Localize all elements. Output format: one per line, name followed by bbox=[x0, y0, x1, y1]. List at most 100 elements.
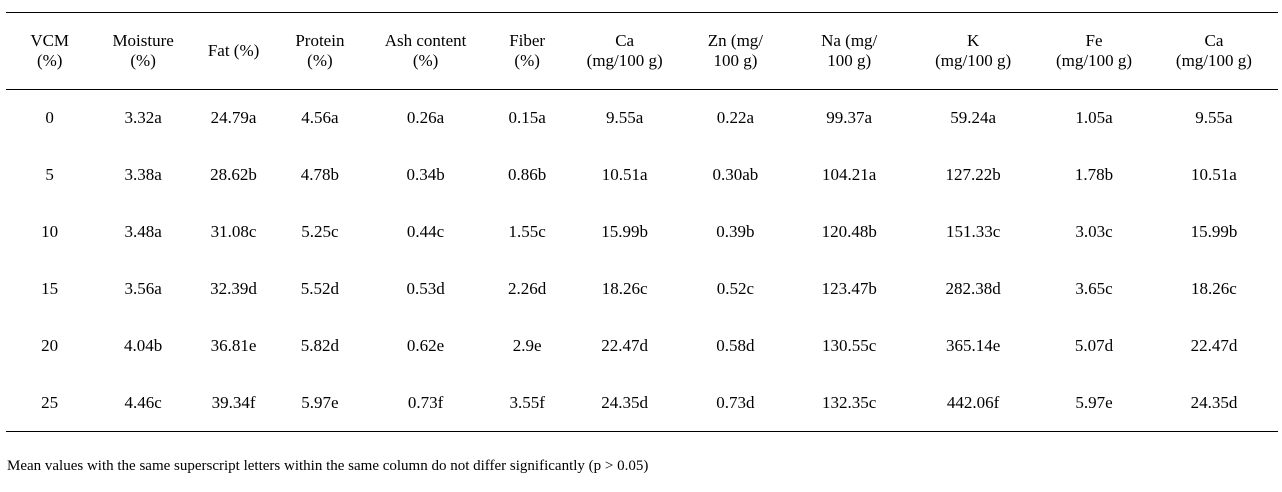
table-cell: 5.82d bbox=[300, 336, 340, 355]
table-cell: 4.46c bbox=[124, 392, 162, 412]
column-header-line: Fiber bbox=[509, 31, 546, 50]
table-cell: 0.30ab bbox=[712, 165, 759, 184]
column-header: Protein (%) bbox=[274, 13, 365, 90]
column-header-line: K bbox=[966, 31, 980, 50]
table-cell: 1.78b bbox=[1074, 165, 1114, 184]
column-header-line: (%) bbox=[307, 51, 333, 70]
table-cell: 1.55c bbox=[508, 222, 546, 241]
table-cell: 5.97e bbox=[1075, 392, 1113, 412]
table-cell: 32.39d bbox=[210, 279, 257, 298]
table-cell: 22.47d bbox=[601, 336, 649, 355]
table-cell: 365.14e bbox=[945, 336, 1001, 355]
table-cell: 0.15a bbox=[508, 108, 546, 128]
column-header: Fe (mg/100 g) bbox=[1038, 13, 1150, 90]
table-cell: 10.51a bbox=[601, 165, 648, 184]
table-cell: 0 bbox=[45, 108, 54, 128]
table-cell: 20 bbox=[41, 336, 59, 355]
table-cell: 24.35d bbox=[601, 392, 649, 412]
table-cell: 39.34f bbox=[211, 392, 256, 412]
table-cell: 4.78b bbox=[300, 165, 340, 184]
table-cell: 22.47d bbox=[1190, 336, 1238, 355]
table-cell: 123.47b bbox=[821, 279, 877, 298]
table-cell: 4.56a bbox=[301, 108, 339, 128]
table-cell: 9.55a bbox=[1195, 108, 1233, 128]
table-cell: 59.24a bbox=[950, 108, 997, 128]
column-header-line: Ca bbox=[615, 31, 635, 50]
table-cell: 104.21a bbox=[822, 165, 877, 184]
table-cell: 282.38d bbox=[945, 279, 1001, 298]
column-header-line: (mg/100 g) bbox=[935, 51, 1012, 70]
table-cell: 0.26a bbox=[406, 108, 445, 128]
column-header-line: Na (mg/ bbox=[821, 31, 878, 50]
table-cell: 5.52d bbox=[300, 279, 340, 298]
table-cell: 3.56a bbox=[124, 279, 162, 298]
table-cell: 442.06f bbox=[946, 392, 1000, 412]
column-header-line: (%) bbox=[36, 51, 63, 70]
table-cell: 25 bbox=[41, 392, 59, 412]
table-cell: 31.08c bbox=[210, 222, 257, 241]
table-cell: 28.62b bbox=[210, 165, 257, 184]
table-cell: 127.22b bbox=[945, 165, 1001, 184]
table-cell: 0.44c bbox=[406, 222, 445, 241]
column-header-line: (mg/100 g) bbox=[1056, 51, 1133, 70]
table-cell: 0.73d bbox=[716, 392, 755, 412]
table-cell: 18.26c bbox=[1191, 279, 1237, 298]
table-cell: 5.25c bbox=[301, 222, 339, 241]
column-header: Ca (mg/100 g) bbox=[1150, 13, 1278, 90]
table-row: 20 4.04b 36.81e 5.82d 0.62e 2.9e 22.47d 0.58d 13… bbox=[6, 318, 1278, 375]
column-header: Ca (mg/100 g) bbox=[569, 13, 681, 90]
table-cell: 36.81e bbox=[210, 336, 257, 355]
column-header: VCM (%) bbox=[6, 13, 93, 90]
column-header-line: (mg/100 g) bbox=[586, 51, 663, 70]
column-header-line: (%) bbox=[514, 51, 540, 70]
column-header-line: (mg/100 g) bbox=[1175, 51, 1252, 70]
table-cell: 3.55f bbox=[509, 392, 545, 412]
column-header: Fat (%) bbox=[193, 13, 274, 90]
table-cell: 15 bbox=[41, 279, 59, 298]
column-header-line: (%) bbox=[130, 51, 156, 70]
column-header-line: (%) bbox=[412, 51, 439, 70]
table-cell: 99.37a bbox=[826, 108, 873, 128]
table-footnote: Mean values with the same superscript le… bbox=[7, 458, 649, 474]
table-cell: 10 bbox=[41, 222, 59, 241]
table-body: 0 3.32a 24.79a 4.56a 0.26a 0.15a 9.55a 0.22a 99.… bbox=[6, 90, 1278, 432]
table-cell: 0.22a bbox=[716, 108, 755, 128]
table-cell: 4.04b bbox=[124, 336, 163, 355]
table-cell: 130.55c bbox=[822, 336, 877, 355]
column-header: Na (mg/100 g) bbox=[790, 13, 908, 90]
column-header: Zn (mg/100 g) bbox=[681, 13, 791, 90]
column-header: Moisture (%) bbox=[93, 13, 193, 90]
column-header-line: 100 g) bbox=[713, 51, 758, 70]
column-header-line: Ca bbox=[1204, 31, 1224, 50]
table-cell: 15.99b bbox=[1190, 222, 1238, 241]
table-cell: 3.38a bbox=[124, 165, 162, 184]
table-cell: 0.62e bbox=[406, 336, 445, 355]
table-cell: 0.39b bbox=[716, 222, 755, 241]
column-header-line: Moisture bbox=[112, 31, 174, 50]
table-cell: 120.48b bbox=[821, 222, 877, 241]
table-cell: 24.35d bbox=[1190, 392, 1238, 412]
table-cell: 15.99b bbox=[601, 222, 649, 241]
table-cell: 10.51a bbox=[1191, 165, 1237, 184]
header-row: VCM (%) Moisture (%) Fat (%) Protein (%) Ash co… bbox=[6, 12, 1278, 90]
table-cell: 0.52c bbox=[716, 279, 755, 298]
table-cell: 0.58d bbox=[716, 336, 755, 355]
table-cell: 3.32a bbox=[124, 108, 162, 128]
table-cell: 3.65c bbox=[1075, 279, 1113, 298]
composition-table: VCM (%) Moisture (%) Fat (%) Protein (%) Ash co… bbox=[6, 12, 1278, 432]
table-cell: 0.53d bbox=[406, 279, 445, 298]
table-cell: 5 bbox=[45, 165, 54, 184]
table-cell: 2.9e bbox=[512, 336, 542, 355]
table-cell: 2.26d bbox=[508, 279, 547, 298]
column-header-line: Ash content bbox=[384, 31, 467, 50]
table-row: 10 3.48a 31.08c 5.25c 0.44c 1.55c 15.99b 0.39b 1… bbox=[6, 204, 1278, 261]
column-header-line: VCM bbox=[30, 31, 70, 50]
table-cell: 0.73f bbox=[407, 392, 444, 412]
column-header-line: Zn (mg/ bbox=[707, 31, 764, 50]
table-cell: 5.07d bbox=[1074, 336, 1114, 355]
column-header: K (mg/100 g) bbox=[908, 13, 1038, 90]
table-cell: 151.33c bbox=[945, 222, 1001, 241]
table-cell: 5.97e bbox=[301, 392, 339, 412]
table-row: 5 3.38a 28.62b 4.78b 0.34b 0.86b 10.51a 0.30ab 1… bbox=[6, 147, 1278, 204]
table-cell: 3.03c bbox=[1075, 222, 1113, 241]
